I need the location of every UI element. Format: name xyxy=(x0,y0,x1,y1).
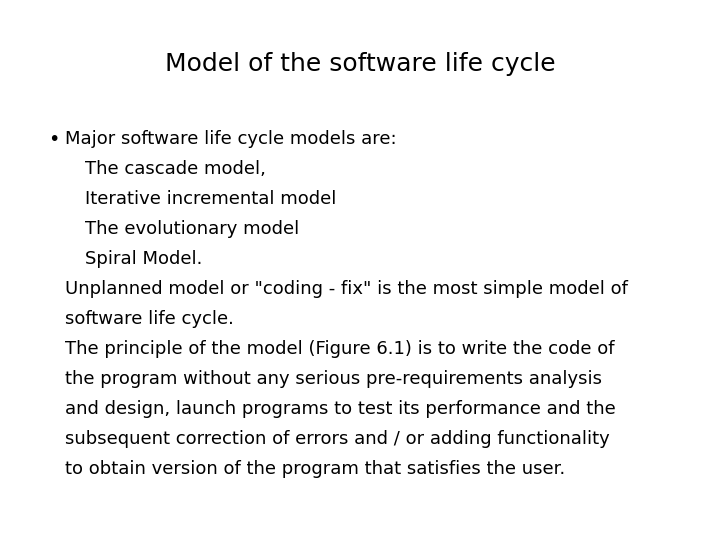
Text: Spiral Model.: Spiral Model. xyxy=(85,250,202,268)
Text: software life cycle.: software life cycle. xyxy=(65,310,234,328)
Text: The principle of the model (Figure 6.1) is to write the code of: The principle of the model (Figure 6.1) … xyxy=(65,340,614,358)
Text: Unplanned model or "coding - fix" is the most simple model of: Unplanned model or "coding - fix" is the… xyxy=(65,280,628,298)
Text: The evolutionary model: The evolutionary model xyxy=(85,220,300,238)
Text: subsequent correction of errors and / or adding functionality: subsequent correction of errors and / or… xyxy=(65,430,610,448)
Text: Iterative incremental model: Iterative incremental model xyxy=(85,190,336,208)
Text: The cascade model,: The cascade model, xyxy=(85,160,266,178)
Text: and design, launch programs to test its performance and the: and design, launch programs to test its … xyxy=(65,400,616,418)
Text: to obtain version of the program that satisfies the user.: to obtain version of the program that sa… xyxy=(65,460,565,478)
Text: •: • xyxy=(48,130,59,149)
Text: Major software life cycle models are:: Major software life cycle models are: xyxy=(65,130,397,148)
Text: Model of the software life cycle: Model of the software life cycle xyxy=(165,52,555,76)
Text: the program without any serious pre-requirements analysis: the program without any serious pre-requ… xyxy=(65,370,602,388)
